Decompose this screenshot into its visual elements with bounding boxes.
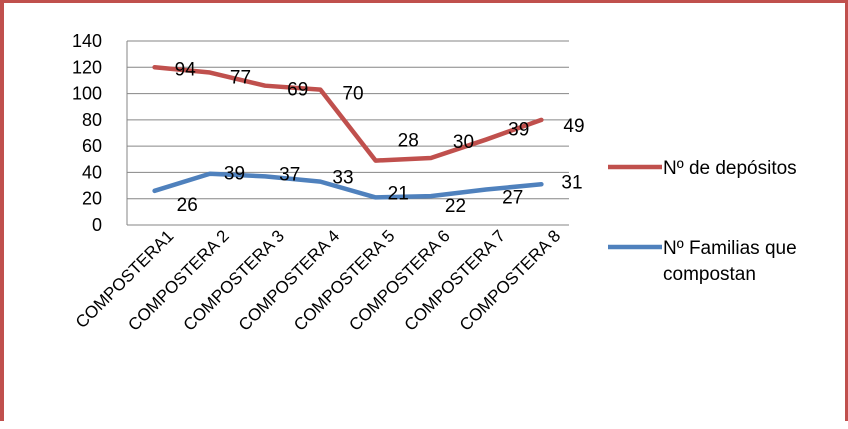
data-label: 49	[563, 116, 584, 137]
gridlines	[126, 40, 569, 226]
y-tick-label: 120	[72, 57, 102, 77]
data-label: 27	[502, 188, 523, 209]
y-tick-label: 60	[82, 136, 102, 156]
legend-label: Nº de depósitos	[663, 158, 797, 179]
data-label: 37	[279, 164, 300, 185]
legend-label-continued: compostan	[663, 264, 756, 285]
data-labels: 94 77 69 70 28 30 39 49 26 39 37 33 21 22 27 31	[175, 59, 585, 217]
data-label: 69	[287, 80, 308, 101]
y-tick-label: 80	[82, 110, 102, 130]
data-label: 39	[224, 164, 245, 185]
x-category-label: COMPOSTERA1	[72, 226, 178, 332]
x-category-label: COMPOSTERA 2	[124, 226, 232, 334]
y-tick-label: 140	[72, 31, 102, 51]
y-tick-label: 20	[82, 189, 102, 209]
data-label: 22	[445, 196, 466, 217]
data-label: 31	[561, 172, 582, 193]
data-label: 21	[388, 183, 409, 204]
x-category-label: COMPOSTERA 4	[235, 226, 343, 334]
x-category-label: COMPOSTERA 6	[345, 226, 453, 334]
x-category-label: COMPOSTERA 7	[401, 226, 509, 334]
x-category-label: COMPOSTERA 8	[456, 226, 564, 334]
series-line-1	[152, 65, 544, 163]
data-label: 26	[177, 195, 198, 216]
legend: Nº de depósitos Nº Familias que compostan	[608, 158, 797, 285]
series-lines	[152, 65, 544, 200]
data-label: 77	[230, 68, 251, 89]
data-label: 33	[332, 168, 353, 189]
y-tick-label: 40	[82, 162, 102, 182]
data-label: 30	[453, 132, 474, 153]
series-line-2	[152, 171, 544, 200]
legend-label: Nº Familias que	[663, 238, 797, 259]
data-label: 70	[342, 84, 363, 105]
data-label: 28	[398, 131, 419, 152]
y-axis-ticks: 0 20 40 60 80 100 120 140	[72, 31, 102, 235]
x-category-label: COMPOSTERA 5	[290, 226, 398, 334]
x-category-label: COMPOSTERA 3	[180, 226, 288, 334]
data-label: 94	[175, 59, 197, 80]
y-tick-label: 100	[72, 84, 102, 104]
y-tick-label: 0	[92, 215, 102, 235]
data-label: 39	[508, 120, 529, 141]
